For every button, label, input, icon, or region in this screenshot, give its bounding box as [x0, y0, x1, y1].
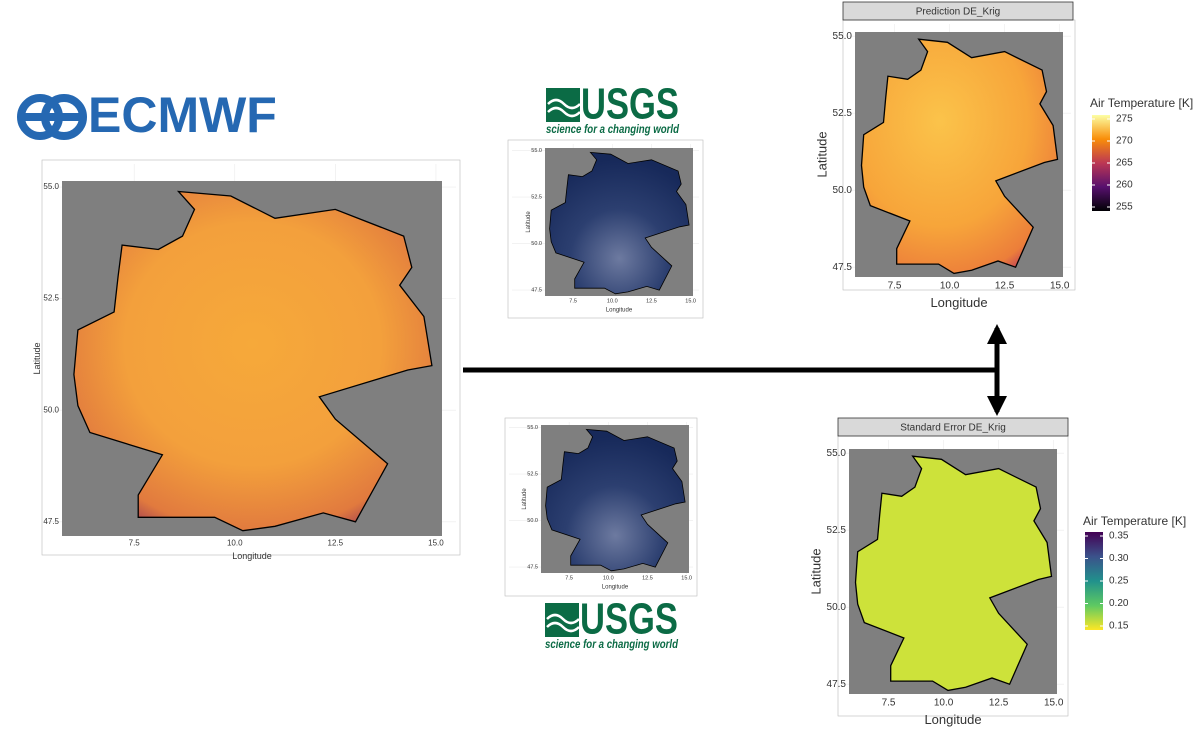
y-tick-label: 50.0: [43, 405, 59, 414]
y-axis-label: Latitude: [32, 342, 42, 374]
legend-tick-label: 0.35: [1109, 531, 1129, 542]
x-axis-label: Longitude: [602, 585, 629, 591]
x-tick-label: 7.5: [129, 538, 141, 547]
map-panel: 7.5 10.0 12.5 15.0 47.5 50.0 52.5 55.0 Longitude…: [507, 139, 704, 319]
y-tick-label: 50.0: [827, 602, 847, 613]
x-tick-label: 15.0: [428, 538, 444, 547]
y-tick-label: 52.5: [527, 471, 538, 477]
usgs-name: USGS: [580, 595, 678, 644]
ecmwf-logo-text: ECMWF: [88, 87, 277, 143]
y-tick-label: 55.0: [527, 425, 538, 431]
y-tick-label: 47.5: [833, 262, 853, 273]
y-tick-label: 55.0: [43, 182, 59, 191]
legend-title: Air Temperature [K]: [1083, 514, 1186, 528]
x-tick-label: 10.0: [227, 538, 243, 547]
strip: [842, 1, 1074, 21]
y-tick-label: 47.5: [43, 517, 59, 526]
x-tick-label: 12.5: [995, 281, 1015, 292]
legend-tick-label: 255: [1116, 202, 1133, 213]
panel-title: Standard Error DE_Krig: [900, 423, 1006, 434]
x-tick-label: 10.0: [934, 698, 954, 709]
y-axis-label: Latitude: [526, 211, 532, 233]
map-panel: Standard Error DE_Krig 7.5 10.0 12.5 15.0 47.…: [809, 417, 1069, 727]
y-axis-label: Latitude: [815, 131, 830, 177]
x-tick-label: 7.5: [565, 575, 573, 581]
usgs-logo: USGS science for a changing world: [546, 80, 680, 136]
x-tick-label: 12.5: [989, 698, 1009, 709]
colorbar: [1085, 532, 1103, 630]
usgs-name: USGS: [581, 80, 679, 129]
ecmwf-logo: ECMWF: [17, 87, 277, 143]
x-axis-label: Longitude: [606, 308, 633, 314]
germany-raster: [73, 190, 433, 532]
y-tick-label: 50.0: [527, 518, 538, 524]
y-tick-label: 52.5: [531, 194, 542, 200]
legend-tick-label: 0.20: [1109, 598, 1129, 609]
y-tick-label: 50.0: [833, 185, 853, 196]
x-tick-label: 12.5: [328, 538, 344, 547]
legend-tick-label: 0.30: [1109, 553, 1129, 564]
legend-tick-label: 265: [1116, 158, 1133, 169]
x-tick-label: 15.0: [1044, 698, 1064, 709]
legend-tick-label: 0.25: [1109, 576, 1129, 587]
x-tick-label: 12.5: [646, 298, 657, 304]
x-tick-label: 15.0: [685, 298, 696, 304]
strip: [837, 417, 1069, 437]
germany-raster: [860, 38, 1059, 275]
legend-title: Air Temperature [K]: [1090, 96, 1193, 110]
x-tick-label: 10.0: [603, 575, 614, 581]
y-tick-label: 52.5: [43, 294, 59, 303]
legend: Air Temperature [K] 275 270 265 260 255: [1090, 96, 1193, 212]
y-tick-label: 50.0: [531, 241, 542, 247]
legend-tick-label: 0.15: [1109, 621, 1129, 632]
legend-tick-label: 270: [1116, 136, 1133, 147]
x-tick-label: 7.5: [569, 298, 577, 304]
usgs-tagline: science for a changing world: [546, 122, 680, 136]
x-tick-label: 15.0: [681, 575, 692, 581]
germany-raster: [854, 455, 1053, 692]
usgs-tagline: science for a changing world: [545, 637, 679, 651]
map-panel: Prediction DE_Krig 7.5 10.0 12.5 15.0 47.5 50.…: [815, 1, 1076, 310]
y-tick-label: 47.5: [527, 565, 538, 571]
y-tick-label: 55.0: [827, 448, 847, 459]
x-tick-label: 12.5: [642, 575, 653, 581]
panel-title: Prediction DE_Krig: [916, 7, 1000, 18]
colorbar: [1092, 115, 1110, 211]
map-panel: 7.5 10.0 12.5 15.0 47.5 50.0 52.5 55.0 Longitude…: [32, 159, 461, 561]
x-tick-label: 10.0: [940, 281, 960, 292]
map-panel: 7.5 10.0 12.5 15.0 47.5 50.0 52.5 55.0 Longitude…: [504, 417, 698, 597]
usgs-logo: USGS science for a changing world: [545, 595, 679, 651]
y-tick-label: 47.5: [531, 288, 542, 294]
y-axis-label: Latitude: [522, 488, 528, 510]
y-axis-label: Latitude: [809, 548, 824, 594]
y-tick-label: 47.5: [827, 679, 847, 690]
y-tick-label: 52.5: [833, 108, 853, 119]
x-tick-label: 15.0: [1050, 281, 1070, 292]
germany-raster: [545, 428, 686, 572]
germany-raster: [549, 151, 690, 295]
x-tick-label: 10.0: [607, 298, 618, 304]
x-axis-label: Longitude: [232, 551, 272, 561]
legend-tick-label: 260: [1116, 180, 1133, 191]
x-tick-label: 7.5: [882, 698, 896, 709]
x-axis-label: Longitude: [930, 295, 987, 310]
legend: Air Temperature [K] 0.35 0.30 0.25 0.20 0.15: [1083, 514, 1186, 631]
y-tick-label: 55.0: [833, 31, 853, 42]
y-tick-label: 52.5: [827, 525, 847, 536]
y-tick-label: 55.0: [531, 148, 542, 154]
legend-tick-label: 275: [1116, 114, 1133, 125]
x-tick-label: 7.5: [888, 281, 902, 292]
x-axis-label: Longitude: [924, 712, 981, 727]
